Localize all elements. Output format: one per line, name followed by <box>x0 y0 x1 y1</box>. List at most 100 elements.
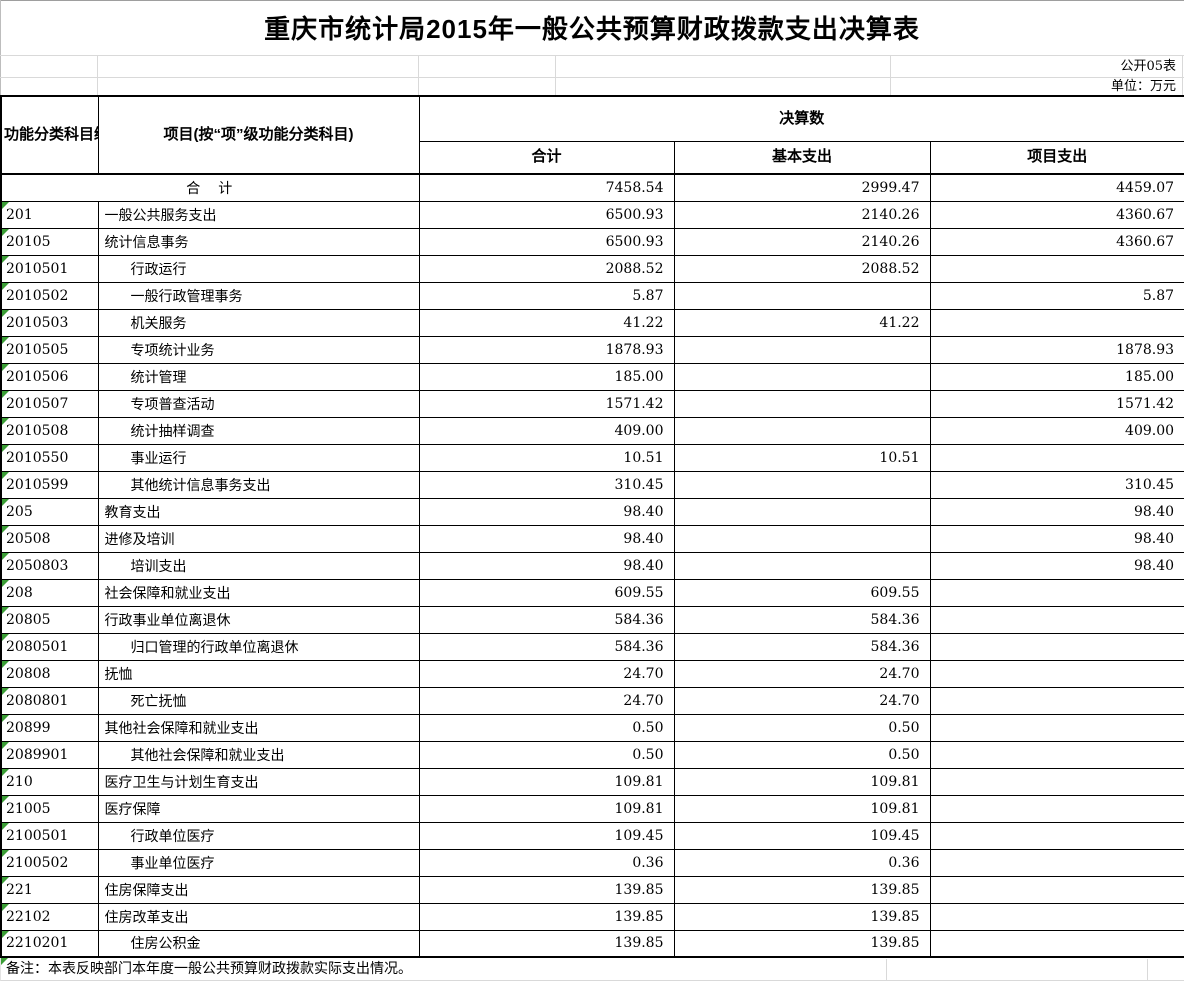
function-code-cell: 2100502 <box>0 848 99 877</box>
project-expenditure-cell <box>929 875 1184 904</box>
project-name-cell: 住房公积金 <box>97 929 420 958</box>
function-code-cell: 2010502 <box>0 281 99 310</box>
function-code-cell: 2010508 <box>0 416 99 445</box>
gridline <box>97 55 98 95</box>
project-expenditure-cell <box>929 794 1184 823</box>
basic-expenditure-cell: 139.85 <box>673 902 931 931</box>
project-name-cell: 行政单位医疗 <box>97 821 420 850</box>
total-basic-cell: 2999.47 <box>673 173 931 202</box>
cell-corner-triangle-icon <box>2 607 9 614</box>
function-code: 20808 <box>6 665 51 682</box>
total-amount-cell: 10.51 <box>418 443 675 472</box>
project-name-cell: 事业单位医疗 <box>97 848 420 877</box>
total-amount-cell: 6500.93 <box>418 200 675 229</box>
table-row: 210 医疗卫生与计划生育支出 109.81 109.81 <box>0 767 1184 796</box>
project-name-cell: 归口管理的行政单位离退休 <box>97 632 420 661</box>
cell-corner-triangle-icon <box>2 796 9 803</box>
basic-expenditure-cell: 139.85 <box>673 929 931 958</box>
function-code-cell: 22102 <box>0 902 99 931</box>
project-expenditure-cell <box>929 713 1184 742</box>
function-code: 20899 <box>6 719 51 736</box>
project-expenditure-cell <box>929 308 1184 337</box>
info-rows: 公开05表 单位：万元 <box>0 55 1184 95</box>
table-row: 2050803 培训支出 98.40 98.40 <box>0 551 1184 580</box>
cell-corner-triangle-icon <box>1 958 8 965</box>
project-expenditure-cell: 185.00 <box>929 362 1184 391</box>
total-amount-cell: 609.55 <box>418 578 675 607</box>
function-code: 2050803 <box>6 557 69 574</box>
project-name-cell: 教育支出 <box>97 497 420 526</box>
table-row: 201 一般公共服务支出 6500.93 2140.26 4360.67 <box>0 200 1184 229</box>
basic-expenditure-cell <box>673 362 931 391</box>
gridline <box>890 55 891 95</box>
cell-corner-triangle-icon <box>2 418 9 425</box>
total-amount-cell: 139.85 <box>418 929 675 958</box>
cell-corner-triangle-icon <box>2 202 9 209</box>
project-expenditure-cell <box>929 578 1184 607</box>
cell-corner-triangle-icon <box>2 256 9 263</box>
function-code-cell: 2010599 <box>0 470 99 499</box>
total-amount-cell: 109.81 <box>418 794 675 823</box>
project-name-cell: 抚恤 <box>97 659 420 688</box>
project-name-cell: 社会保障和就业支出 <box>97 578 420 607</box>
project-name-cell: 其他统计信息事务支出 <box>97 470 420 499</box>
basic-expenditure-cell: 584.36 <box>673 605 931 634</box>
total-amount-cell: 24.70 <box>418 659 675 688</box>
function-code-cell: 2100501 <box>0 821 99 850</box>
project-name-cell: 其他社会保障和就业支出 <box>97 740 420 769</box>
project-expenditure-cell <box>929 686 1184 715</box>
table-body: 合 计 7458.54 2999.47 4459.07 201 一般公共服务支出… <box>0 173 1184 958</box>
total-amount-cell: 109.45 <box>418 821 675 850</box>
total-amount-cell: 139.85 <box>418 875 675 904</box>
basic-expenditure-cell: 584.36 <box>673 632 931 661</box>
cell-corner-triangle-icon <box>2 337 9 344</box>
project-expenditure-cell <box>929 443 1184 472</box>
total-amount-cell: 2088.52 <box>418 254 675 283</box>
project-expenditure-cell: 98.40 <box>929 551 1184 580</box>
total-amount-cell: 185.00 <box>418 362 675 391</box>
project-expenditure-cell: 98.40 <box>929 524 1184 553</box>
function-code: 2010502 <box>6 287 69 304</box>
table-row: 20805 行政事业单位离退休 584.36 584.36 <box>0 605 1184 634</box>
basic-expenditure-cell: 2140.26 <box>673 227 931 256</box>
function-code-cell: 2010506 <box>0 362 99 391</box>
basic-expenditure-cell: 41.22 <box>673 308 931 337</box>
project-expenditure-cell: 5.87 <box>929 281 1184 310</box>
project-name-cell: 其他社会保障和就业支出 <box>97 713 420 742</box>
basic-expenditure-cell: 2088.52 <box>673 254 931 283</box>
function-code-cell: 201 <box>0 200 99 229</box>
function-code: 20805 <box>6 611 51 628</box>
total-amount-cell: 0.36 <box>418 848 675 877</box>
project-expenditure-cell <box>929 659 1184 688</box>
total-label-cell: 合 计 <box>0 173 420 202</box>
function-code-cell: 20808 <box>0 659 99 688</box>
cell-corner-triangle-icon <box>2 715 9 722</box>
project-name-cell: 一般行政管理事务 <box>97 281 420 310</box>
total-amount-cell: 5.87 <box>418 281 675 310</box>
basic-expenditure-cell: 0.50 <box>673 740 931 769</box>
table-row: 2010506 统计管理 185.00 185.00 <box>0 362 1184 391</box>
function-code: 208 <box>6 584 33 601</box>
gridline <box>418 55 419 95</box>
total-amount-cell: 584.36 <box>418 632 675 661</box>
table-row: 221 住房保障支出 139.85 139.85 <box>0 875 1184 904</box>
basic-expenditure-cell: 109.81 <box>673 794 931 823</box>
header-project: 项目(按“项”级功能分类科目) <box>97 95 420 175</box>
function-code-cell: 2010505 <box>0 335 99 364</box>
table-row: 2010503 机关服务 41.22 41.22 <box>0 308 1184 337</box>
basic-expenditure-cell: 24.70 <box>673 659 931 688</box>
function-code: 205 <box>6 503 33 520</box>
project-expenditure-cell <box>929 848 1184 877</box>
project-expenditure-cell <box>929 632 1184 661</box>
header-project-expenditure: 项目支出 <box>929 140 1184 175</box>
cell-corner-triangle-icon <box>2 445 9 452</box>
project-expenditure-cell: 4360.67 <box>929 227 1184 256</box>
function-code: 2010599 <box>6 476 69 493</box>
basic-expenditure-cell: 609.55 <box>673 578 931 607</box>
header-function-code: 功能分类科目编码 <box>0 95 99 175</box>
basic-expenditure-cell <box>673 497 931 526</box>
project-expenditure-cell: 98.40 <box>929 497 1184 526</box>
project-name-cell: 进修及培训 <box>97 524 420 553</box>
table-row: 2080801 死亡抚恤 24.70 24.70 <box>0 686 1184 715</box>
function-code: 2010508 <box>6 422 69 439</box>
